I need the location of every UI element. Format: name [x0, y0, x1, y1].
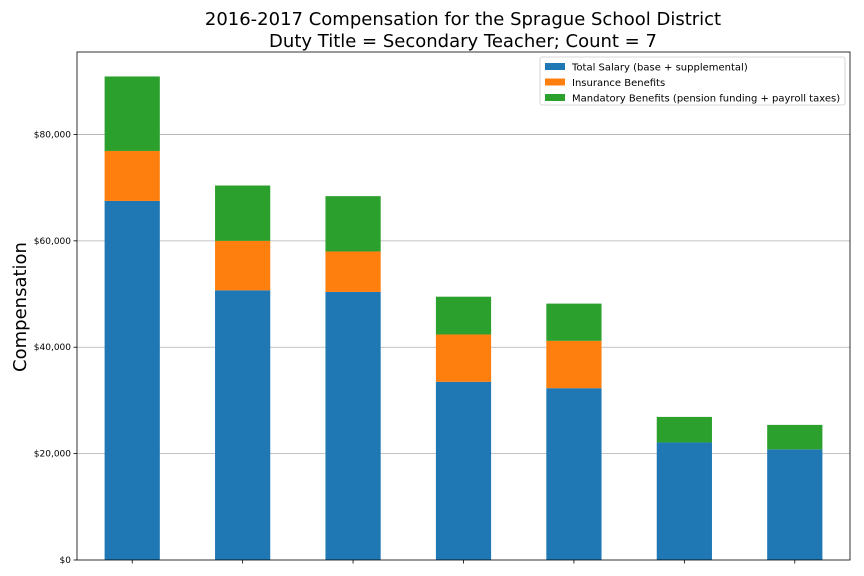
axes: $0 $20,000 $40,000 $60,000 $80,000 — [34, 51, 851, 566]
y-tick-label: $60,000 — [34, 237, 71, 247]
y-tick-label: $0 — [60, 556, 72, 566]
legend-swatch — [545, 63, 565, 70]
y-tick-label: $40,000 — [34, 343, 71, 353]
y-tick-label: $20,000 — [34, 450, 71, 460]
legend-swatch — [545, 78, 565, 86]
legend-label: Mandatory Benefits (pension funding + pa… — [572, 94, 840, 105]
bar-segment-series-0-cat-2 — [325, 291, 381, 560]
bar-segment-series-2-cat-1 — [215, 185, 271, 241]
bar-segment-series-0-cat-1 — [215, 290, 271, 560]
bar-segment-series-2-cat-6 — [767, 424, 823, 450]
chart-subtitle: Duty Title = Secondary Teacher; Count = … — [269, 31, 657, 52]
legend-box — [539, 56, 846, 106]
bar-segment-series-1-cat-2 — [325, 251, 381, 292]
bar-segment-series-0-cat-4 — [546, 388, 602, 560]
chart-title: 2016-2017 Compensation for the Sprague S… — [205, 9, 721, 30]
legend-label: Insurance Benefits — [572, 78, 665, 89]
bar-segment-series-0-cat-0 — [104, 200, 160, 560]
bars — [104, 76, 823, 560]
bar-segment-series-2-cat-4 — [546, 303, 602, 341]
bar-segment-series-1-cat-4 — [546, 340, 602, 389]
y-axis-label: Compensation — [10, 242, 31, 372]
legend: Total Salary (base + supplemental) Insura… — [539, 56, 846, 106]
legend-swatch — [545, 94, 565, 101]
plot-frame — [76, 51, 851, 561]
bar-segment-series-2-cat-5 — [656, 416, 712, 443]
bar-segment-series-1-cat-3 — [435, 334, 492, 382]
bar-segment-series-2-cat-2 — [325, 196, 381, 252]
bar-segment-series-0-cat-6 — [767, 449, 823, 560]
bar-segment-series-2-cat-3 — [435, 296, 492, 335]
bar-segment-series-2-cat-0 — [104, 76, 160, 151]
bar-segment-series-0-cat-5 — [656, 442, 712, 560]
bar-segment-series-1-cat-1 — [215, 240, 271, 291]
y-tick-label: $80,000 — [34, 130, 71, 140]
bar-segment-series-1-cat-0 — [104, 150, 160, 201]
bar-segment-series-0-cat-3 — [435, 381, 492, 560]
legend-label: Total Salary (base + supplemental) — [571, 63, 748, 74]
